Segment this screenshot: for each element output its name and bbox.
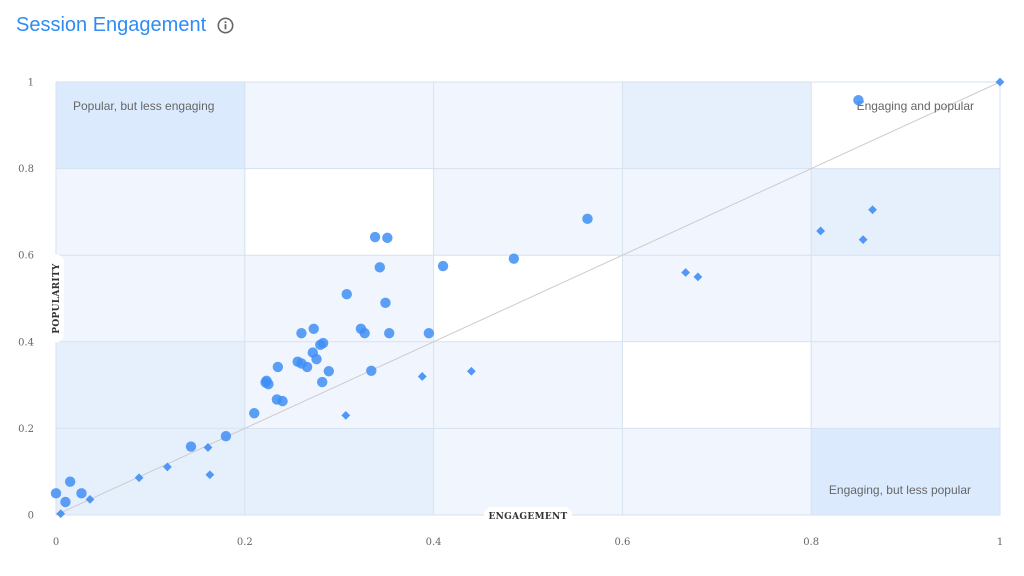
band-cell bbox=[622, 341, 812, 429]
data-point-circle bbox=[423, 327, 435, 339]
y-tick-label: 0 bbox=[28, 511, 34, 522]
band-cell bbox=[433, 82, 623, 169]
data-point-circle bbox=[317, 337, 329, 349]
x-tick-label: 1 bbox=[997, 537, 1003, 548]
data-point-circle bbox=[185, 441, 197, 452]
data-point-circle bbox=[853, 94, 864, 106]
data-point-diamond bbox=[466, 366, 476, 376]
y-tick-label: 0.2 bbox=[18, 424, 34, 435]
band-cell bbox=[56, 168, 245, 256]
data-point-diamond bbox=[162, 462, 172, 472]
band-cell bbox=[244, 168, 434, 256]
band-cell bbox=[244, 255, 434, 342]
data-point-diamond bbox=[417, 372, 427, 381]
data-point-diamond bbox=[868, 205, 877, 215]
band-cell bbox=[244, 82, 434, 169]
band-cell bbox=[433, 168, 623, 256]
band-cell bbox=[811, 255, 1000, 342]
data-point-circle bbox=[437, 260, 449, 272]
plot-bands bbox=[56, 82, 1000, 515]
data-points bbox=[50, 77, 1005, 519]
quadrant-label-top-right: Engaging and popular bbox=[857, 99, 974, 113]
info-circle-icon[interactable] bbox=[217, 17, 234, 34]
band-cell bbox=[622, 255, 812, 342]
data-point-circle bbox=[359, 327, 370, 339]
data-point-circle bbox=[366, 365, 377, 377]
data-point-circle bbox=[323, 366, 335, 377]
band-cell bbox=[56, 82, 245, 169]
x-tick-label: 0.4 bbox=[426, 537, 442, 548]
data-point-diamond bbox=[681, 268, 691, 277]
band-cell bbox=[622, 82, 812, 169]
data-point-circle bbox=[64, 476, 76, 487]
band-cell bbox=[56, 341, 245, 429]
y-tick-label: 1 bbox=[28, 78, 34, 89]
x-tick-label: 0.8 bbox=[803, 537, 819, 548]
data-point-diamond bbox=[693, 272, 703, 282]
data-point-circle bbox=[272, 361, 284, 373]
quadrant-labels: Popular, but less engaging Engaging and p… bbox=[73, 99, 974, 497]
data-point-circle bbox=[380, 297, 391, 309]
x-axis-title: ENGAGEMENT bbox=[488, 512, 567, 522]
y-tick-label: 0.4 bbox=[18, 337, 34, 348]
quadrant-label-top-left: Popular, but less engaging bbox=[73, 99, 214, 113]
band-cell bbox=[56, 255, 245, 342]
y-tick-label: 0.6 bbox=[18, 251, 34, 262]
data-point-circle bbox=[249, 408, 260, 419]
data-point-circle bbox=[296, 327, 307, 339]
data-point-diamond bbox=[205, 470, 215, 480]
data-point-circle bbox=[277, 395, 288, 407]
data-point-circle bbox=[301, 361, 313, 373]
axis-ticks: 0 0.2 0.4 0.6 0.8 1 0 0.2 0.4 0.6 0.8 1 bbox=[18, 78, 1003, 549]
y-tick-label: 0.8 bbox=[18, 164, 34, 175]
data-point-diamond bbox=[85, 495, 95, 504]
x-axis-title-pill bbox=[484, 507, 572, 523]
x-tick-label: 0 bbox=[53, 537, 59, 548]
data-point-circle bbox=[508, 253, 520, 264]
data-point-circle bbox=[317, 376, 328, 388]
data-point-circle bbox=[374, 262, 385, 273]
y-axis-title: POPULARITY bbox=[52, 263, 62, 334]
grid-lines bbox=[55, 81, 1001, 516]
chart-title: Session Engagement bbox=[16, 14, 207, 36]
band-cell bbox=[433, 428, 623, 515]
data-point-diamond bbox=[134, 473, 144, 483]
title-row: Session Engagement bbox=[16, 14, 234, 37]
data-point-circle bbox=[263, 379, 274, 390]
band-cell bbox=[811, 341, 1000, 429]
band-cell bbox=[244, 428, 434, 515]
diagonal-reference-line bbox=[55, 81, 1001, 516]
data-point-circle bbox=[382, 232, 393, 244]
data-point-circle bbox=[50, 488, 62, 499]
data-point-diamond bbox=[341, 411, 351, 420]
y-axis-title-pill bbox=[48, 254, 64, 343]
data-point-circle bbox=[582, 213, 593, 225]
band-cell bbox=[811, 428, 1000, 515]
data-point-circle bbox=[308, 323, 319, 335]
info-circle-svg bbox=[217, 17, 234, 34]
band-cell bbox=[433, 341, 623, 429]
data-point-circle bbox=[369, 231, 381, 243]
data-point-circle bbox=[311, 353, 322, 365]
band-cell bbox=[622, 428, 812, 515]
x-tick-label: 0.6 bbox=[614, 537, 630, 548]
band-cell bbox=[811, 168, 1000, 256]
data-point-circle bbox=[60, 496, 71, 508]
data-point-circle bbox=[384, 327, 395, 339]
data-point-diamond bbox=[858, 235, 868, 245]
y-axis-title-group: POPULARITY bbox=[48, 254, 64, 343]
data-point-diamond bbox=[816, 226, 826, 236]
x-axis-title-group: ENGAGEMENT bbox=[484, 507, 572, 523]
data-point-circle bbox=[341, 288, 352, 300]
data-point-diamond bbox=[203, 443, 213, 452]
quadrant-label-bottom-right: Engaging, but less popular bbox=[829, 483, 971, 497]
data-point-diamond bbox=[56, 509, 66, 519]
data-point-diamond bbox=[995, 77, 1005, 87]
data-point-circle bbox=[76, 488, 87, 499]
data-point-circle bbox=[220, 430, 232, 442]
x-tick-label: 0.2 bbox=[237, 537, 253, 548]
